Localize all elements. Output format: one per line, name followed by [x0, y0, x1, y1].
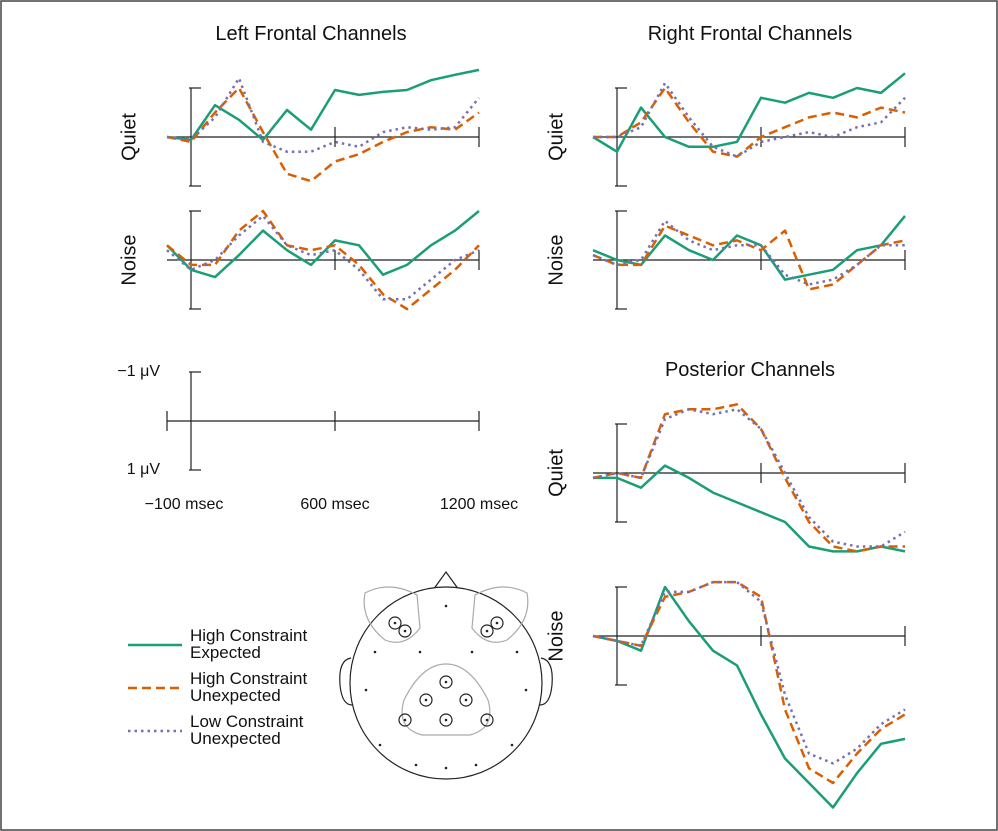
panel-title: Posterior Channels — [665, 359, 835, 381]
waveform — [166, 86, 480, 183]
row-label: Quiet — [545, 449, 567, 497]
waveform — [166, 214, 480, 301]
waveform — [593, 86, 906, 158]
waveform — [592, 408, 906, 548]
x-tick-label: −100 msec — [145, 496, 224, 513]
legend-label: High Constraint Unexpected — [190, 669, 308, 705]
waveform — [166, 210, 480, 279]
x-tick-label: 600 msec — [300, 496, 369, 513]
row-label: Noise — [545, 610, 567, 661]
y-tick-label: 1 μV — [127, 461, 161, 478]
legend-label: High Constraint Expected — [190, 626, 308, 662]
waveform — [592, 224, 906, 291]
head-diagram — [339, 570, 553, 780]
legend-label: Low Constraint Unexpected — [190, 712, 304, 748]
waveform — [592, 585, 906, 809]
waveform — [592, 219, 905, 286]
waveform — [592, 580, 906, 765]
waveform — [592, 215, 906, 281]
row-label: Quiet — [118, 113, 140, 161]
y-tick-label: −1 μV — [117, 363, 160, 380]
waveform — [592, 580, 906, 785]
panel-title: Right Frontal Channels — [648, 23, 853, 45]
row-label: Noise — [545, 234, 567, 285]
waveform — [592, 72, 906, 153]
waveform — [166, 209, 480, 311]
row-label: Quiet — [545, 113, 567, 161]
waveform — [166, 68, 480, 142]
x-tick-label: 1200 msec — [440, 496, 518, 513]
panel-title: Left Frontal Channels — [215, 23, 406, 45]
row-label: Noise — [118, 234, 140, 285]
